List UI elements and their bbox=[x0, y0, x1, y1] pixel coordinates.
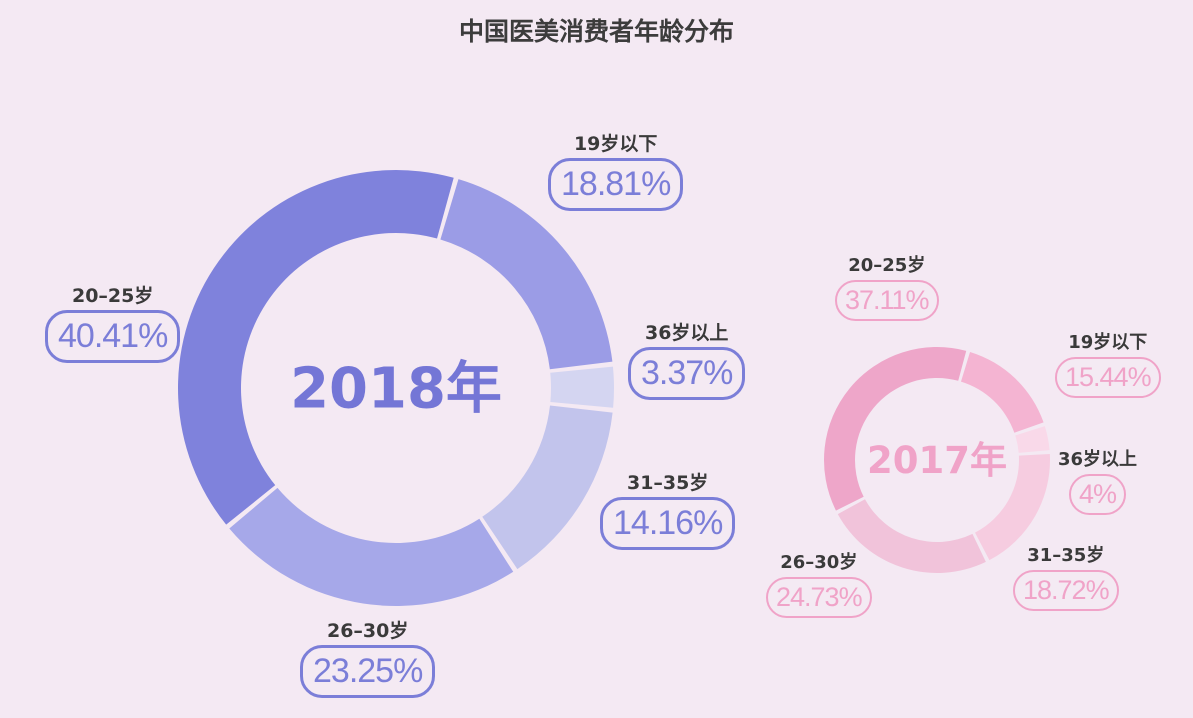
chart-title: 中国医美消费者年龄分布 bbox=[458, 17, 734, 46]
category-label: 31–35岁 bbox=[1027, 545, 1105, 566]
donut-2018-slice-36岁以上 bbox=[550, 366, 614, 408]
donut-2017-slice-20-25岁 bbox=[824, 346, 967, 511]
category-label: 36岁以上 bbox=[644, 322, 729, 344]
value-badge: 3.37% bbox=[628, 347, 746, 400]
donut-2018-slice-31-35岁 bbox=[482, 405, 613, 570]
donut-2018-slice-20-25岁 bbox=[178, 170, 454, 525]
donut-2018-slice-19岁以下 bbox=[440, 179, 613, 370]
label-2018-over36: 36岁以上 3.37% bbox=[628, 322, 746, 400]
category-label: 19岁以下 bbox=[1068, 332, 1148, 353]
label-2018-31-35: 31–35岁 14.16% bbox=[600, 472, 736, 550]
value-badge: 40.41% bbox=[45, 310, 181, 363]
value-badge: 37.11% bbox=[835, 280, 939, 321]
category-label: 26–30岁 bbox=[780, 552, 858, 573]
donut-2017-center-title: 2017年 bbox=[867, 439, 1007, 482]
label-2017-31-35: 31–35岁 18.72% bbox=[1013, 545, 1119, 611]
category-label: 20–25岁 bbox=[71, 285, 154, 307]
category-label: 19岁以下 bbox=[573, 133, 658, 155]
label-2017-under19: 19岁以下 15.44% bbox=[1055, 332, 1161, 398]
label-2018-under19: 19岁以下 18.81% bbox=[548, 133, 684, 211]
donut-2018-slice-26-30岁 bbox=[229, 487, 514, 606]
category-label: 36岁以上 bbox=[1058, 449, 1138, 470]
value-badge: 18.72% bbox=[1013, 570, 1119, 611]
category-label: 26–30岁 bbox=[326, 620, 409, 642]
donut-2017-slice-31-35岁 bbox=[975, 454, 1050, 561]
category-label: 20–25岁 bbox=[848, 255, 926, 276]
label-2017-26-30: 26–30岁 24.73% bbox=[766, 552, 872, 618]
donut-2017-slice-36岁以上 bbox=[1015, 426, 1050, 453]
category-label: 31–35岁 bbox=[626, 472, 709, 494]
label-2017-20-25: 20–25岁 37.11% bbox=[835, 255, 939, 321]
value-badge: 24.73% bbox=[766, 577, 872, 618]
donut-2018-center-title: 2018年 bbox=[290, 357, 502, 422]
label-2017-over36: 36岁以上 4% bbox=[1058, 449, 1137, 515]
donut-2017-slice-19岁以下 bbox=[960, 351, 1044, 433]
value-badge: 14.16% bbox=[600, 497, 736, 550]
value-badge: 4% bbox=[1069, 474, 1127, 515]
value-badge: 15.44% bbox=[1055, 357, 1161, 398]
value-badge: 18.81% bbox=[548, 158, 684, 211]
value-badge: 23.25% bbox=[300, 645, 436, 698]
donut-2017-slice-26-30岁 bbox=[837, 499, 986, 573]
label-2018-26-30: 26–30岁 23.25% bbox=[300, 620, 436, 698]
label-2018-20-25: 20–25岁 40.41% bbox=[45, 285, 181, 363]
